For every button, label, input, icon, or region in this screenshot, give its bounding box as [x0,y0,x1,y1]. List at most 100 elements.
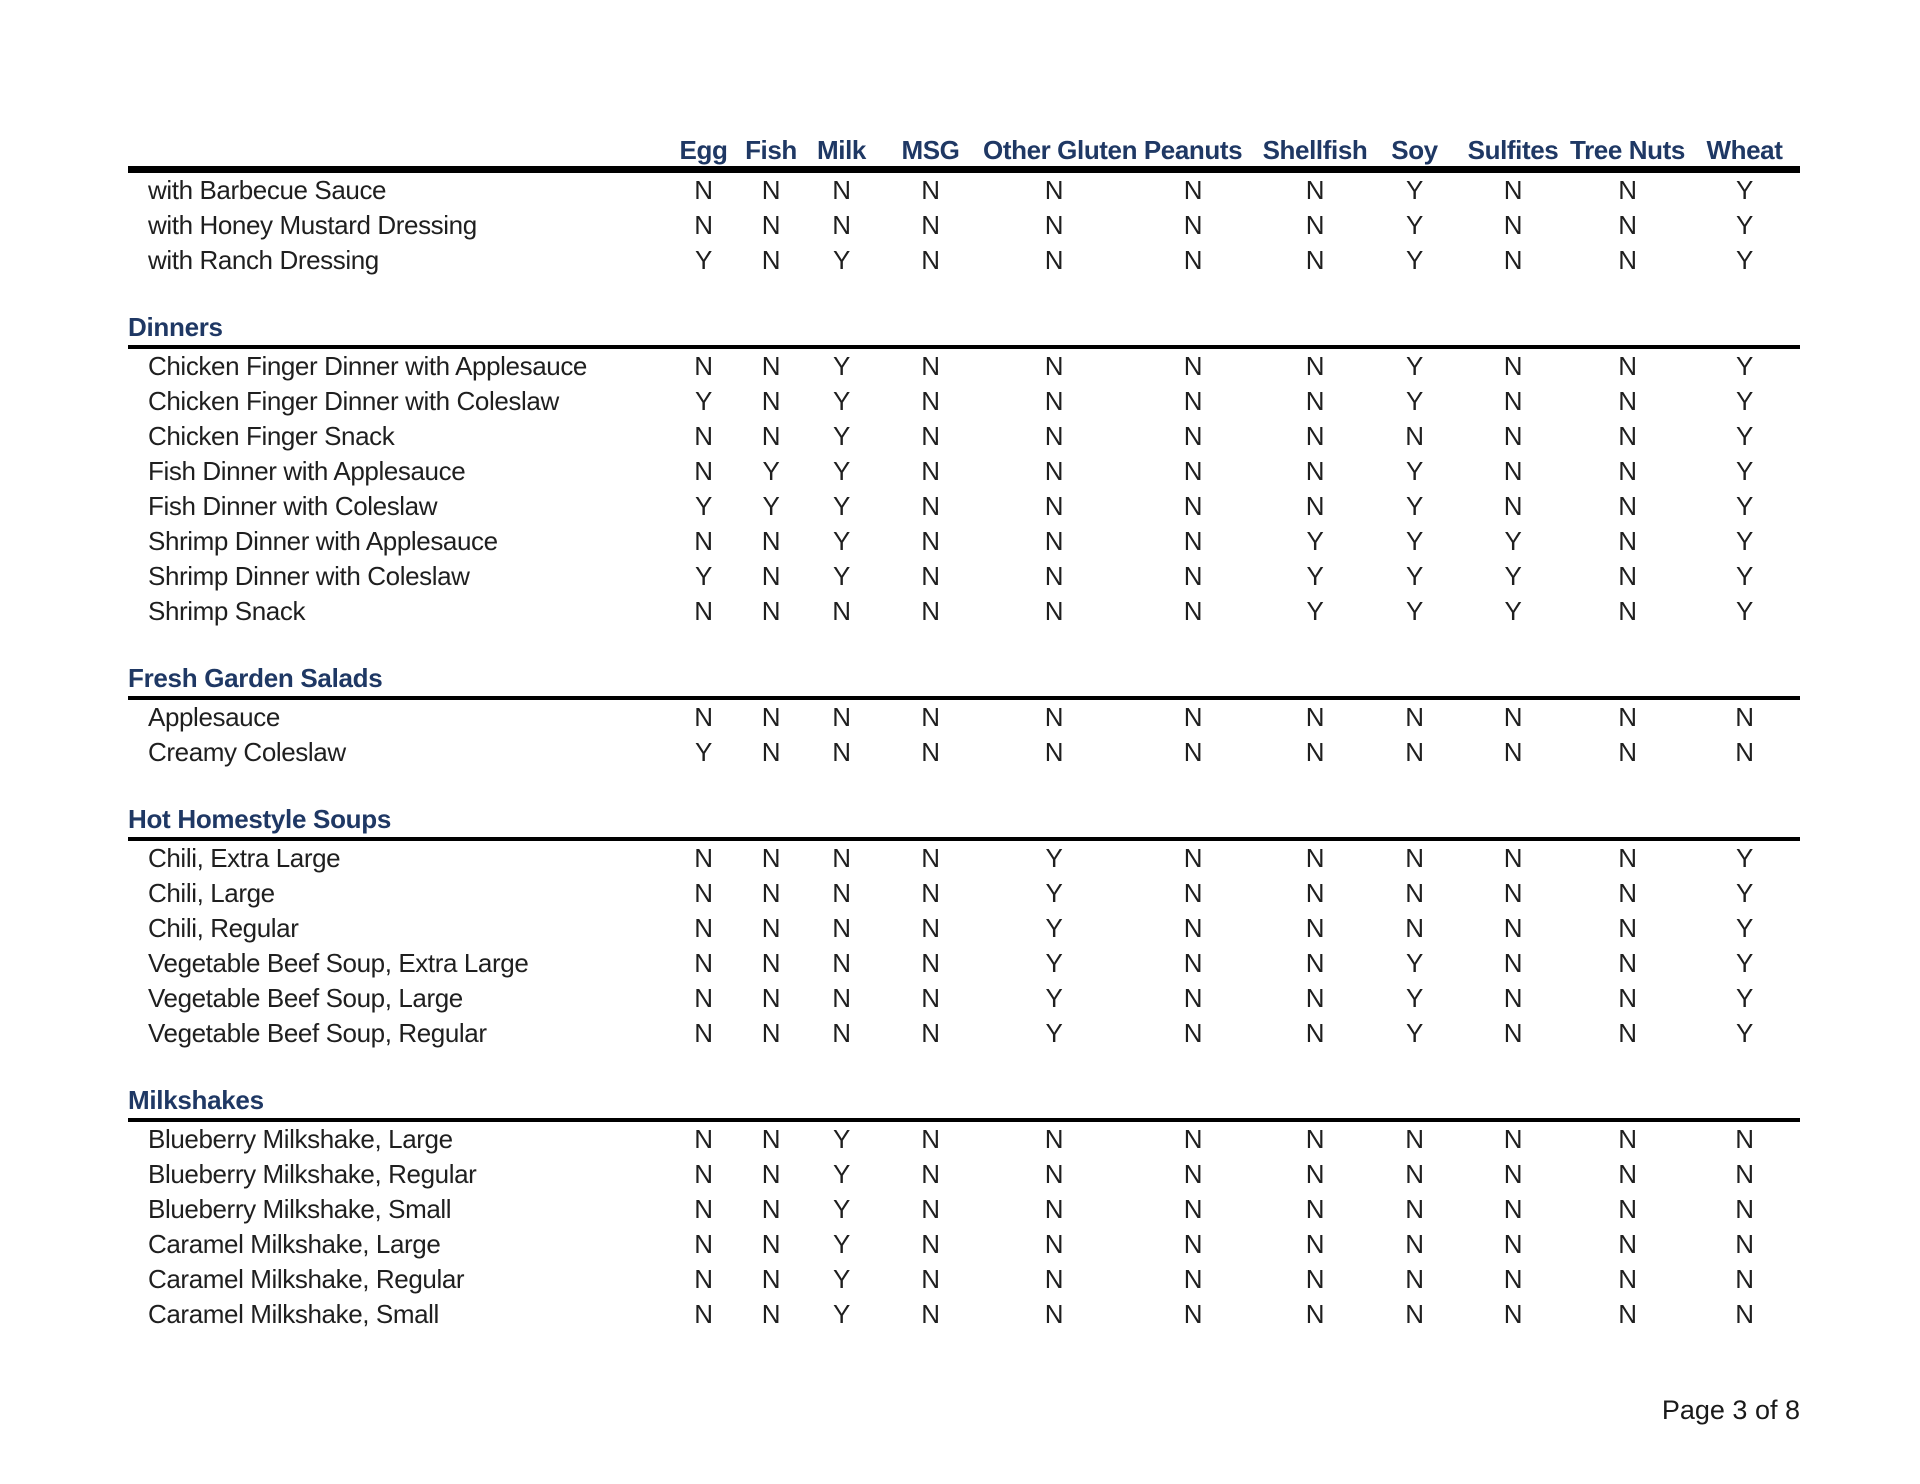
allergen-cell: N [761,1018,781,1048]
section-title: Fresh Garden Salads [128,661,1800,700]
allergen-cell: Y [1406,491,1423,521]
allergen-cell: N [694,210,713,240]
menu-item-row: Fish Dinner with Coleslaw Y Y Y N N N N Y N N Y [128,489,1800,524]
item-name: Caramel Milkshake, Regular [148,1264,465,1294]
allergen-cell: N [1183,843,1203,873]
allergen-cell: N [1183,948,1203,978]
allergen-cell: N [832,737,851,767]
allergen-cell: N [1183,1159,1203,1189]
allergen-cell: N [1503,456,1523,486]
section-title: Dinners [128,310,1800,349]
allergen-cell: N [832,948,851,978]
allergen-cell: N [694,1194,713,1224]
allergen-cell: Y [1406,1018,1423,1048]
allergen-cell: N [1405,1264,1424,1294]
allergen-cell: Y [1736,210,1753,240]
allergen-cell: N [1044,702,1064,732]
allergen-cell: Y [1406,948,1423,978]
allergen-cell: Y [833,1229,850,1259]
item-name: Chili, Extra Large [148,843,341,873]
allergen-cell: N [921,386,940,416]
allergen-cell: N [832,843,851,873]
allergen-cell: N [1405,913,1424,943]
menu-item-row: with Ranch Dressing Y N Y N N N N Y N N Y [128,243,1800,278]
allergen-cell: N [1183,456,1203,486]
item-name: Blueberry Milkshake, Regular [148,1159,477,1189]
allergen-cell: N [1044,1159,1064,1189]
allergen-cell: N [761,1194,781,1224]
allergen-cell: N [1735,1229,1754,1259]
allergen-cell: N [1044,175,1064,205]
allergen-cell: N [1044,351,1064,381]
allergen-cell: Y [695,245,712,275]
allergen-cell: N [832,983,851,1013]
allergen-cell: N [1618,596,1637,626]
menu-item-row: Fish Dinner with Applesauce N Y Y N N N N Y N N Y [128,454,1800,489]
allergen-cell: N [694,1229,713,1259]
item-name: Vegetable Beef Soup, Regular [148,1018,487,1048]
allergen-cell: N [1735,1264,1754,1294]
allergen-cell: Y [833,1159,850,1189]
allergen-cell: N [694,596,713,626]
allergen-cell: N [1044,1264,1064,1294]
allergen-cell: Y [1736,351,1753,381]
allergen-cell: N [1305,843,1325,873]
allergen-cell: N [1618,913,1637,943]
item-name: Blueberry Milkshake, Large [148,1124,453,1154]
allergen-cell: N [761,913,781,943]
allergen-cell: N [1305,1194,1325,1224]
allergen-cell: N [921,1194,940,1224]
allergen-cell: N [1183,210,1203,240]
allergen-cell: N [694,948,713,978]
allergen-cell: Y [695,737,712,767]
allergen-cell: Y [1504,561,1522,591]
allergen-cell: N [1503,983,1523,1013]
allergen-cell: N [1305,1018,1325,1048]
allergen-cell: N [1183,526,1203,556]
allergen-cell: N [761,245,781,275]
allergen-cell: Y [1736,386,1753,416]
allergen-cell: N [1618,386,1637,416]
allergen-cell: N [1305,948,1325,978]
allergen-cell: Y [1736,843,1753,873]
allergen-cell: Y [1736,983,1753,1013]
allergen-cell: N [832,596,851,626]
allergen-cell: N [1183,491,1203,521]
table-section: Hot Homestyle Soups Chili, Extra Large N N N… [128,802,1800,1051]
allergen-cell: N [761,526,781,556]
allergen-cell: N [694,878,713,908]
allergen-cell: N [921,702,940,732]
menu-item-row: Caramel Milkshake, Large N N Y N N N N N N N N [128,1227,1800,1262]
allergen-cell: N [1618,948,1637,978]
column-header: Other Gluten [983,135,1138,165]
allergen-cell: Y [1736,526,1753,556]
menu-item-row: Chili, Extra Large N N N N Y N N N N N Y [128,841,1800,876]
item-name: Shrimp Dinner with Coleslaw [148,561,470,591]
menu-item-row: Blueberry Milkshake, Regular N N Y N N N N N N N N [128,1157,1800,1192]
allergen-cell: N [1405,843,1424,873]
allergen-cell: N [1405,1124,1424,1154]
allergen-cell: N [1183,386,1203,416]
allergen-cell: N [921,1018,940,1048]
menu-item-row: Vegetable Beef Soup, Large N N N N Y N N Y N N Y [128,981,1800,1016]
allergen-cell: N [1503,421,1523,451]
allergen-cell: N [1044,1229,1064,1259]
allergen-cell: N [1305,737,1325,767]
allergen-cell: N [1735,1299,1754,1329]
allergen-cell: N [1503,1018,1523,1048]
allergen-cell: Y [1406,526,1423,556]
allergen-cell: Y [833,1264,850,1294]
allergen-cell: Y [762,491,780,521]
allergen-cell: N [694,1018,713,1048]
allergen-cell: N [1183,1229,1203,1259]
allergen-cell: Y [1045,983,1063,1013]
allergen-cell: N [1305,351,1325,381]
menu-item-row: Blueberry Milkshake, Small N N Y N N N N N N N N [128,1192,1800,1227]
item-name: Vegetable Beef Soup, Extra Large [148,948,529,978]
column-header: Soy [1391,135,1438,165]
allergen-cell: Y [1406,351,1423,381]
allergen-cell: N [1503,1159,1523,1189]
allergen-cell: N [1044,1194,1064,1224]
allergen-cell: N [832,1018,851,1048]
